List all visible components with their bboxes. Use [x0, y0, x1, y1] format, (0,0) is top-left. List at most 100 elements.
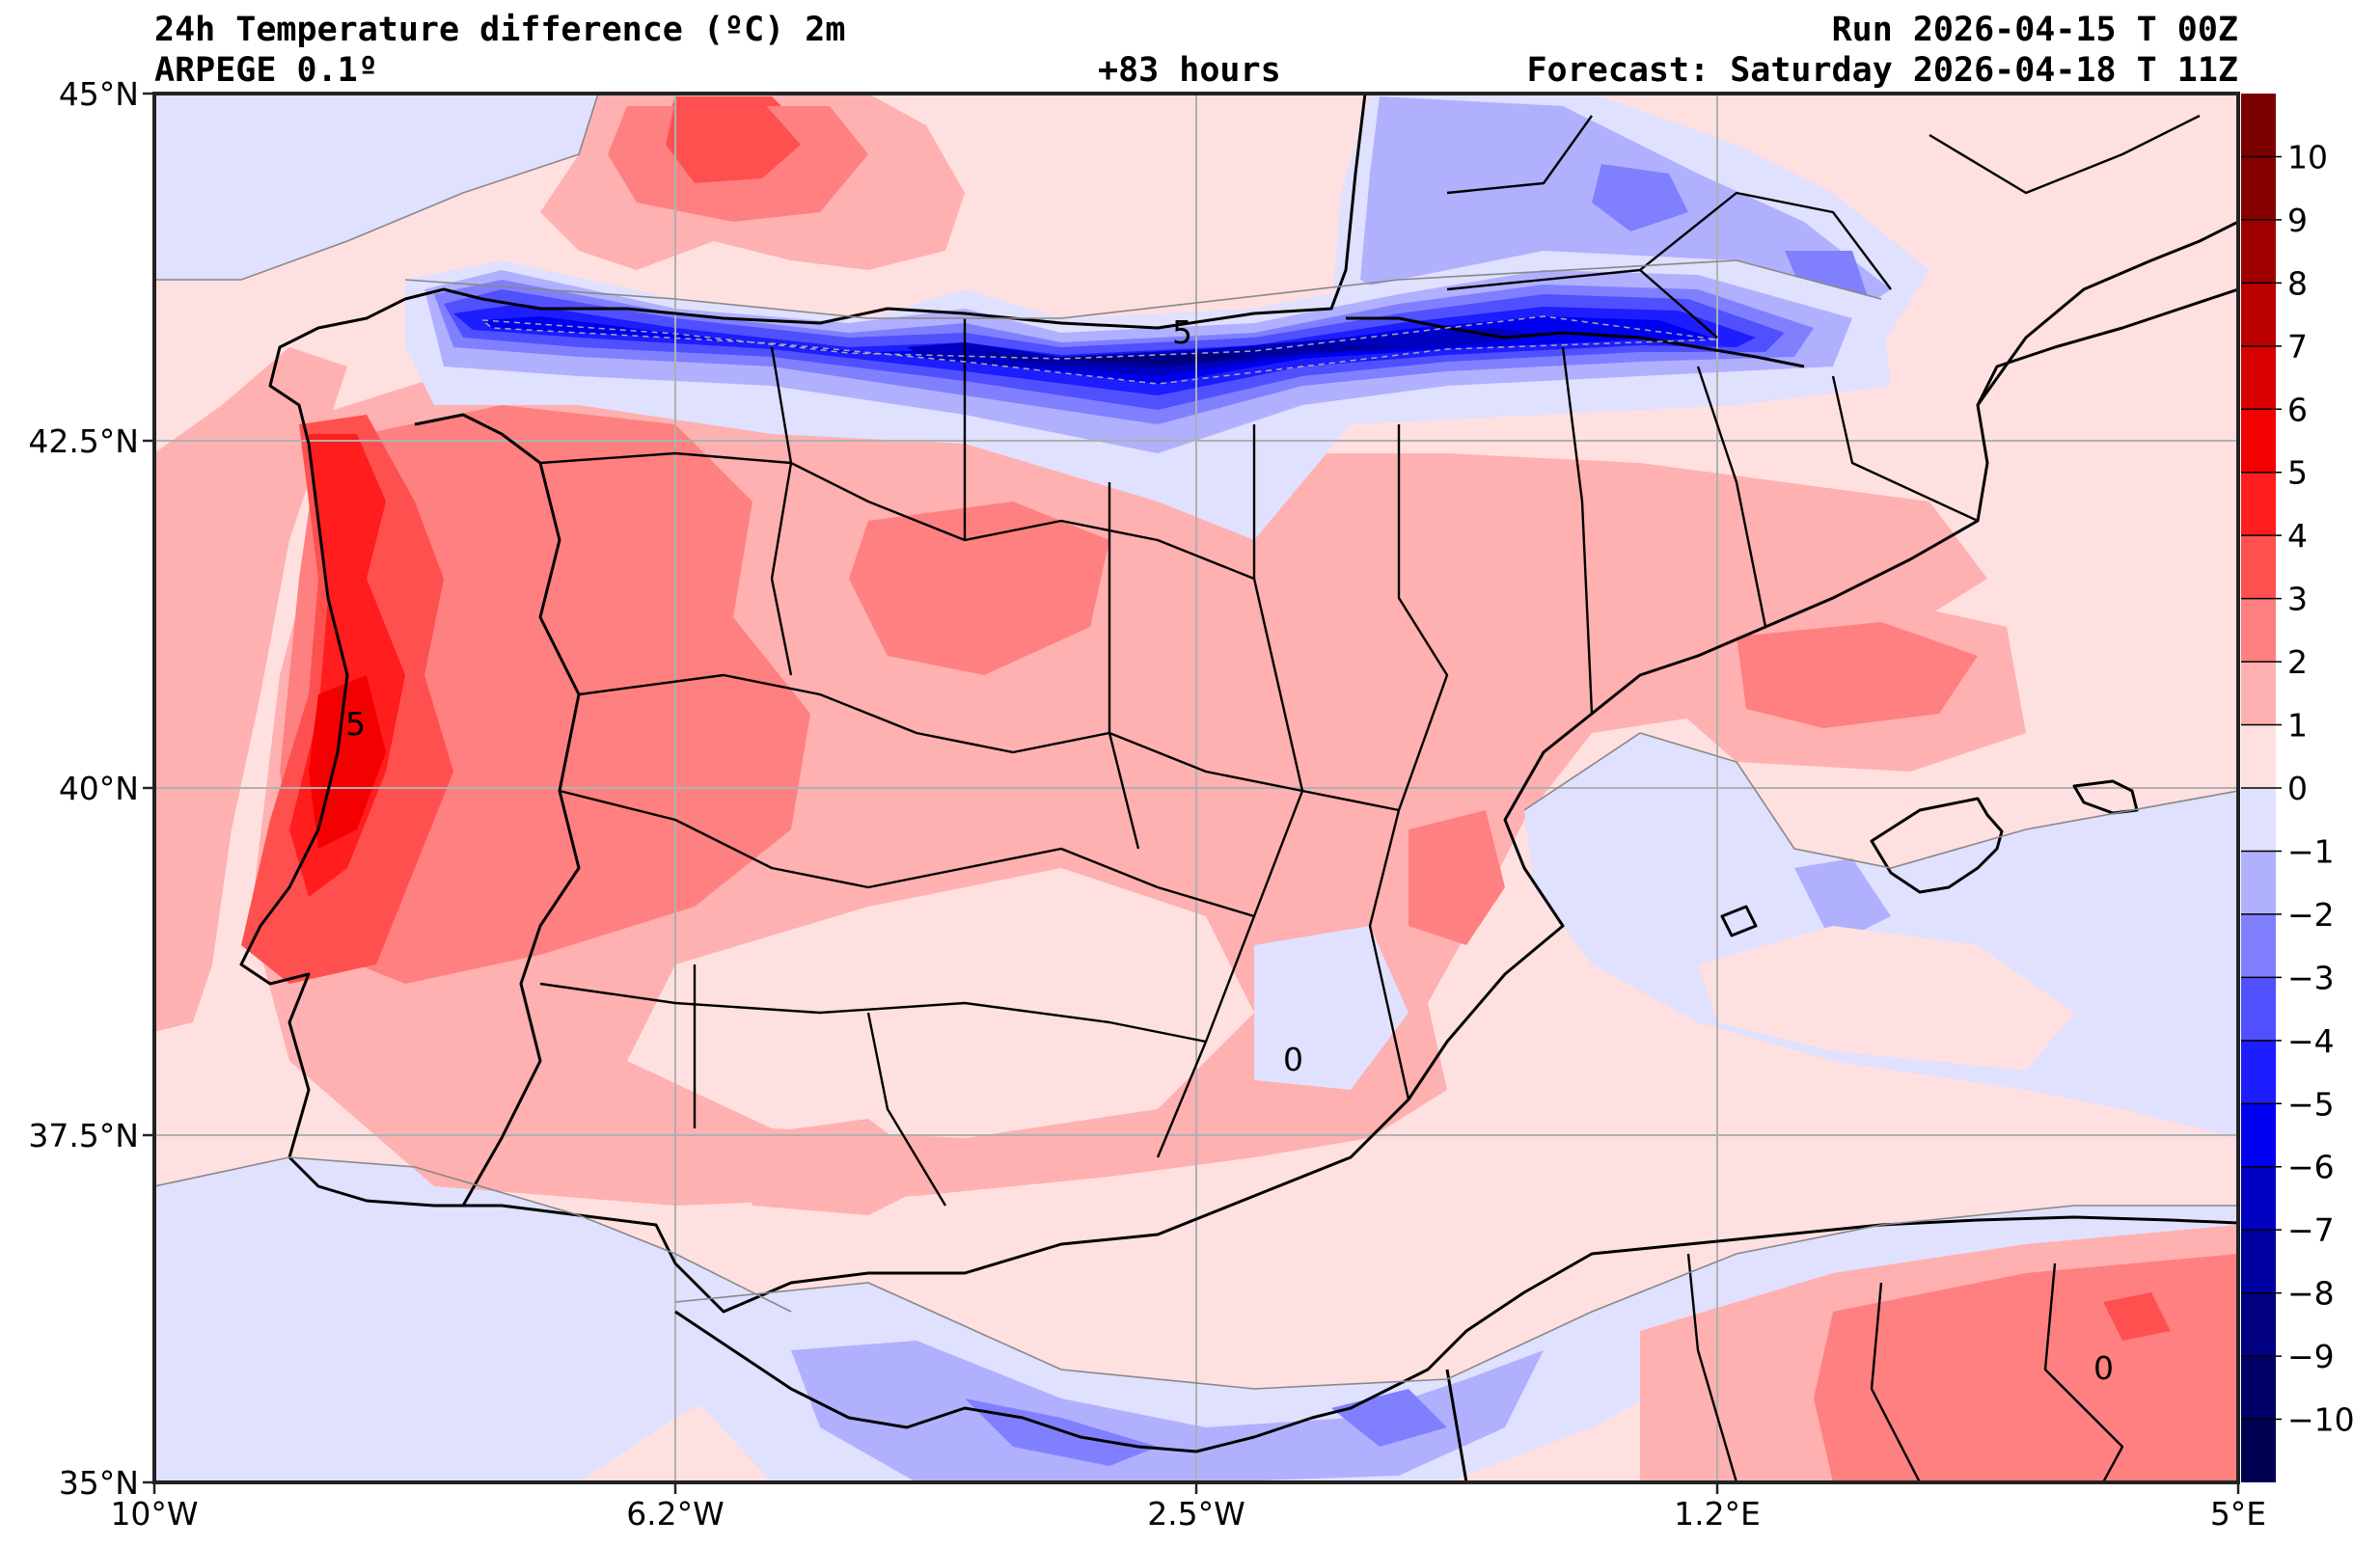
- contour-minus-five: [479, 315, 1718, 385]
- y-tick-label: 42.5°N: [28, 422, 139, 460]
- colorbar-bin: [2241, 662, 2276, 725]
- x-tick-label: 10°W: [110, 1495, 198, 1533]
- field-balearic-sea-hot2: [1737, 622, 1978, 728]
- region-border: [1696, 366, 1767, 628]
- colorbar-bin: [2241, 1166, 2276, 1231]
- y-tick-label: 40°N: [59, 770, 139, 807]
- run-label: Run 2026-04-15 T 00Z: [1831, 11, 2238, 49]
- colorbar-bin: [2241, 94, 2276, 157]
- contour-minus-five-line: [479, 315, 1718, 385]
- region-border: [1368, 424, 1449, 1100]
- field-murcia-cool: [1254, 926, 1409, 1090]
- region-border: [539, 451, 1255, 581]
- y-tick-label: 37.5°N: [28, 1117, 139, 1154]
- region-border: [539, 982, 1207, 1044]
- forecast-label: Forecast: Saturday 2026-04-18 T 11Z: [1526, 51, 2238, 90]
- region-border: [866, 1012, 947, 1207]
- colorbar-bin: [2241, 156, 2276, 220]
- field-south-spain-warm: [724, 1119, 945, 1215]
- contour-label: 0: [1283, 1041, 1303, 1078]
- region-border: [1108, 482, 1140, 850]
- colorbar-bin: [2241, 409, 2276, 473]
- contour-labels: 0 0 5 5: [345, 313, 2114, 1387]
- x-tick-label: 1.2°E: [1674, 1495, 1761, 1533]
- field-algeria-core: [2103, 1292, 2171, 1341]
- colorbar-tick-label: 5: [2287, 454, 2308, 492]
- colorbar-bin: [2241, 1292, 2276, 1357]
- field-atlantic-nw-negative: [154, 94, 598, 280]
- map-plot-area: 0 0 5 5: [154, 94, 2238, 1482]
- colorbar-tick-label: 3: [2287, 581, 2308, 618]
- colorbar-tick-label: 2: [2287, 643, 2308, 681]
- iberia-coastline: [239, 94, 2238, 1314]
- colorbar-tick-label: −3: [2287, 959, 2335, 996]
- map-title: 24h Temperature difference (ºC) 2m: [154, 11, 846, 49]
- region-border: [1686, 1253, 1738, 1482]
- field-med-valencia-core: [1794, 858, 1891, 945]
- region-border: [559, 789, 1255, 918]
- colorbar-tick-label: 10: [2287, 138, 2328, 176]
- colorbar-tick-label: 0: [2287, 770, 2308, 807]
- region-border: [1561, 346, 1594, 715]
- colorbar-tick-label: 4: [2287, 517, 2308, 555]
- contour-zero: [1523, 732, 2238, 869]
- colorbar-tick-label: −10: [2287, 1401, 2355, 1439]
- field-alboran-mid: [791, 1341, 1544, 1482]
- x-tick-label: 6.2°W: [626, 1495, 725, 1533]
- x-axis-ticks: 10°W 6.2°W 2.5°W 1.2°E 5°E: [110, 1482, 2266, 1533]
- region-border: [2043, 1262, 2124, 1482]
- colorbar-bin: [2241, 283, 2276, 346]
- colorbar-tick-label: −5: [2287, 1085, 2335, 1123]
- colorbar-tick-label: 1: [2287, 707, 2308, 745]
- colorbar-bin: [2241, 345, 2276, 410]
- region-border: [1870, 1282, 1922, 1482]
- spain-morocco-border: [1445, 1369, 1468, 1482]
- x-tick-label: 5°E: [2210, 1495, 2266, 1533]
- region-border: [1831, 375, 1979, 523]
- colorbar-bin: [2241, 1103, 2276, 1167]
- contour-zero: [674, 1205, 2238, 1390]
- contour-label: 0: [2093, 1349, 2114, 1387]
- colorbar-bin: [2241, 977, 2276, 1041]
- contour-label: 5: [345, 705, 366, 743]
- field-atlantic-warm: [154, 347, 347, 1032]
- field-south-spain: [627, 868, 1254, 1138]
- contour-zero: [154, 1156, 792, 1313]
- colorbar-tick-label: 7: [2287, 328, 2308, 366]
- region-border: [1156, 424, 1304, 1158]
- colorbar-tick-label: −6: [2287, 1149, 2335, 1186]
- lead-time-label: +83 hours: [1098, 51, 1281, 90]
- colorbar-tick-label: 8: [2287, 264, 2308, 302]
- region-border: [1929, 114, 2201, 195]
- y-tick-label: 45°N: [59, 75, 139, 113]
- colorbar-bin: [2241, 598, 2276, 663]
- field-atlantic-sw-negative: [154, 1157, 791, 1482]
- y-axis-ticks: 35°N 37.5°N 40°N 42.5°N 45°N: [28, 75, 154, 1502]
- colorbar-tick-label: −4: [2287, 1022, 2335, 1060]
- colorbar-tick-label: −7: [2287, 1211, 2335, 1249]
- colorbar-bin: [2241, 788, 2276, 852]
- colorbar-bin: [2241, 1230, 2276, 1293]
- contour-zero: [404, 259, 1882, 319]
- spain-france-border: [1346, 316, 1805, 368]
- colorbar-bin: [2241, 1356, 2276, 1420]
- region-border: [578, 673, 1400, 812]
- region-border: [770, 346, 793, 676]
- colorbar-tick-label: 6: [2287, 391, 2308, 428]
- colorbar-tick-label: −9: [2287, 1338, 2335, 1375]
- colorbar-bin: [2241, 851, 2276, 914]
- field-pyrenees-9: [1061, 353, 1254, 365]
- model-label: ARPEGE 0.1º: [154, 51, 378, 90]
- field-valencia-hot: [1409, 810, 1505, 945]
- contour-zero: [154, 94, 599, 281]
- region-border: [1446, 191, 1892, 291]
- field-med-east-warm: [1698, 926, 2074, 1071]
- field-biscay-core2: [666, 101, 801, 183]
- menorca-coast: [2072, 779, 2139, 815]
- field-portugal-coast-5: [309, 675, 386, 849]
- y-tick-label: 35°N: [59, 1464, 139, 1502]
- contour-label: 5: [1172, 313, 1192, 351]
- colorbar-tick-label: −8: [2287, 1275, 2335, 1313]
- colorbar-bin: [2241, 535, 2276, 599]
